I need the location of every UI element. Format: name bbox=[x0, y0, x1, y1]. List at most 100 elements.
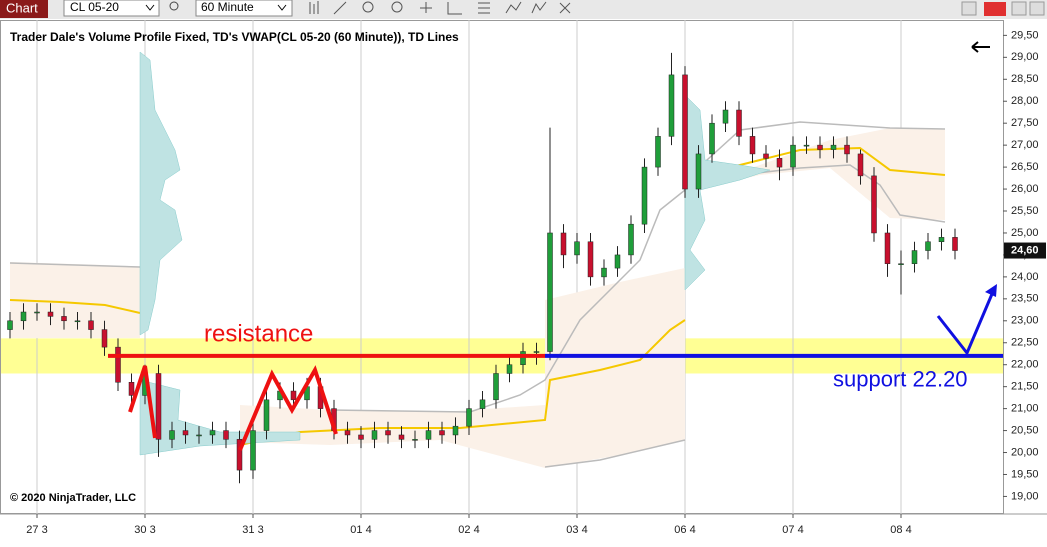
candle-body bbox=[290, 390, 297, 401]
candle-body bbox=[952, 237, 958, 251]
candle-body bbox=[898, 263, 904, 265]
volume-profile bbox=[139, 379, 301, 456]
y-tick-label: 25,00 bbox=[1011, 227, 1039, 239]
candle-body bbox=[115, 346, 121, 383]
candle-body bbox=[385, 430, 391, 436]
vwap-band-line bbox=[9, 262, 141, 268]
pattern-drawing bbox=[238, 365, 338, 451]
candle-body bbox=[74, 320, 81, 323]
candle-body bbox=[641, 166, 648, 225]
candle-body bbox=[7, 320, 13, 330]
y-tick-label: 21,50 bbox=[1011, 381, 1039, 393]
chart-tab-label[interactable]: Chart bbox=[6, 0, 38, 15]
candle-body bbox=[250, 430, 256, 471]
candle-body bbox=[871, 175, 877, 234]
x-tick-label: 27 3 bbox=[26, 524, 47, 536]
candle-body bbox=[722, 109, 729, 124]
dropdown-arrow bbox=[145, 4, 155, 11]
y-tick-label: 20,50 bbox=[1011, 424, 1039, 436]
back-arrow[interactable] bbox=[971, 41, 990, 53]
candle-body bbox=[844, 144, 850, 155]
x-tick-label: 01 4 bbox=[350, 524, 371, 536]
y-tick-label: 28,50 bbox=[1011, 73, 1039, 85]
candle-body bbox=[452, 425, 459, 436]
candle-body bbox=[344, 430, 351, 436]
y-tick-label: 26,00 bbox=[1011, 183, 1039, 195]
y-tick-label: 22,50 bbox=[1011, 337, 1039, 349]
candle-body bbox=[196, 434, 202, 437]
candle-body bbox=[695, 153, 702, 190]
candle-body bbox=[533, 351, 540, 353]
candle-body bbox=[128, 382, 135, 396]
candle-body bbox=[520, 351, 526, 365]
candle-body bbox=[155, 373, 162, 440]
window-button[interactable] bbox=[1029, 1, 1045, 16]
candle-body bbox=[506, 364, 513, 374]
y-tick-label: 29,00 bbox=[1011, 51, 1039, 63]
candle-body bbox=[169, 430, 175, 440]
instrument-select[interactable] bbox=[63, 0, 160, 17]
support-arrow-head bbox=[985, 284, 997, 297]
y-tick-label: 21,00 bbox=[1011, 403, 1039, 415]
candle-body bbox=[425, 430, 432, 440]
y-tick-label: 25,50 bbox=[1011, 205, 1039, 217]
candle-body bbox=[479, 399, 486, 409]
y-tick-label: 24,00 bbox=[1011, 271, 1039, 283]
indicators bbox=[9, 41, 990, 468]
candle-body bbox=[817, 144, 823, 150]
candle-body bbox=[209, 430, 216, 436]
candle-body bbox=[20, 311, 27, 322]
y-tick-label: 20,00 bbox=[1011, 446, 1039, 458]
instrument-label[interactable]: CL 05-20 bbox=[70, 0, 119, 14]
x-tick-label: 03 4 bbox=[566, 524, 587, 536]
y-tick-label: 23,50 bbox=[1011, 293, 1039, 305]
vwap-line bbox=[239, 319, 686, 446]
candle-body bbox=[493, 373, 499, 401]
candle-body bbox=[587, 241, 594, 278]
last-price-box bbox=[1004, 242, 1046, 259]
window-button[interactable] bbox=[961, 1, 977, 16]
last-price-label: 24,60 bbox=[1011, 244, 1039, 256]
volume-profile bbox=[684, 94, 771, 291]
candle-body bbox=[682, 74, 688, 190]
chart-title: Trader Dale's Volume Profile Fixed, TD's… bbox=[10, 30, 459, 44]
toolbar-icons[interactable] bbox=[309, 1, 571, 15]
window-button[interactable] bbox=[1011, 1, 1027, 16]
candle-body bbox=[857, 153, 864, 177]
interval-select[interactable] bbox=[195, 0, 293, 17]
candle-body bbox=[466, 408, 472, 427]
x-tick-label: 07 4 bbox=[782, 524, 803, 536]
candle-body bbox=[925, 241, 931, 251]
candle-body bbox=[88, 320, 94, 330]
chart-tab[interactable] bbox=[0, 0, 48, 18]
candle-body bbox=[668, 74, 675, 137]
candle-body bbox=[655, 136, 661, 168]
interval-label[interactable]: 60 Minute bbox=[201, 0, 254, 14]
candle-body bbox=[574, 241, 580, 256]
candle-body bbox=[398, 434, 405, 440]
y-tick-label: 29,50 bbox=[1011, 29, 1039, 41]
copyright: © 2020 NinjaTrader, LLC bbox=[10, 492, 136, 504]
y-tick-label: 27,00 bbox=[1011, 139, 1039, 151]
candle-body bbox=[911, 250, 918, 264]
y-tick-label: 23,00 bbox=[1011, 315, 1039, 327]
y-tick-label: 26,50 bbox=[1011, 161, 1039, 173]
candle-body bbox=[61, 316, 67, 322]
candle-body bbox=[776, 158, 783, 168]
candle-body bbox=[736, 109, 742, 137]
candle-body bbox=[263, 399, 270, 431]
candle-body bbox=[547, 232, 553, 352]
candle-body bbox=[938, 237, 945, 243]
candle-body bbox=[830, 144, 837, 150]
candle-body bbox=[101, 329, 108, 348]
y-tick-label: 27,50 bbox=[1011, 117, 1039, 129]
window-button[interactable] bbox=[984, 2, 1006, 16]
pattern-drawing bbox=[128, 365, 157, 439]
search-icon[interactable] bbox=[169, 1, 179, 11]
support-label: support 22.20 bbox=[833, 367, 968, 392]
x-tick-label: 02 4 bbox=[458, 524, 479, 536]
candle-body bbox=[803, 144, 810, 147]
y-tick-label: 19,50 bbox=[1011, 468, 1039, 480]
candle-body bbox=[439, 430, 445, 436]
